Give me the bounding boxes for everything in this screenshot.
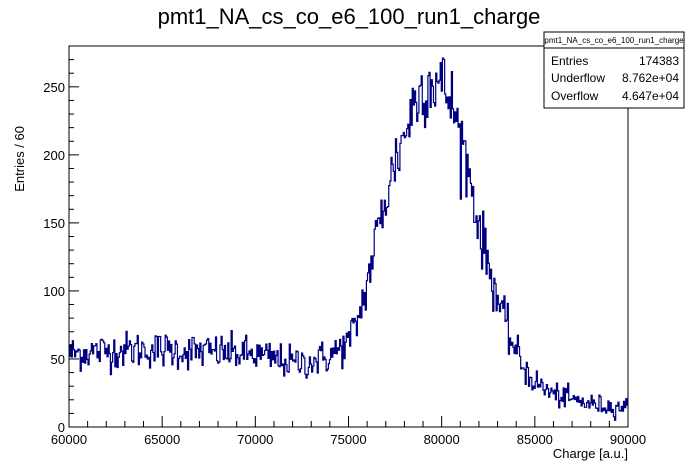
y-axis-label: Entries / 60	[12, 126, 27, 192]
x-axis-label: Charge [a.u.]	[553, 446, 628, 461]
stats-overflow-label: Overflow	[551, 89, 599, 103]
stats-box-title: pmt1_NA_cs_co_e6_100_run1_charge	[544, 36, 684, 45]
stats-entries-label: Entries	[551, 54, 588, 68]
x-tick-label: 75000	[330, 432, 366, 447]
x-axis: 60000 65000 70000 75000 80000 85000 90000	[51, 416, 646, 447]
x-tick-label: 80000	[424, 432, 460, 447]
stats-box: pmt1_NA_cs_co_e6_100_run1_charge Entries…	[543, 31, 685, 109]
x-tick-label: 65000	[144, 432, 180, 447]
chart-title: pmt1_NA_cs_co_e6_100_run1_charge	[158, 4, 541, 29]
stats-overflow-value: 4.647e+04	[622, 89, 679, 103]
y-axis: 0 50 100 150 200 250	[43, 45, 79, 435]
x-tick-label: 90000	[610, 432, 646, 447]
stats-box-frame	[543, 31, 685, 109]
y-tick-label: 200	[43, 148, 65, 163]
y-tick-label: 0	[58, 420, 65, 435]
stats-underflow-value: 8.762e+04	[622, 71, 679, 85]
x-tick-label: 70000	[237, 432, 273, 447]
y-tick-label: 250	[43, 80, 65, 95]
histogram-series	[69, 57, 628, 421]
stats-entries-value: 174383	[639, 54, 679, 68]
histogram-line	[69, 57, 628, 421]
y-tick-label: 150	[43, 216, 65, 231]
x-tick-label: 60000	[51, 432, 87, 447]
stats-underflow-label: Underflow	[551, 71, 605, 85]
y-tick-label: 100	[43, 284, 65, 299]
y-tick-label: 50	[51, 352, 65, 367]
x-tick-label: 85000	[517, 432, 553, 447]
